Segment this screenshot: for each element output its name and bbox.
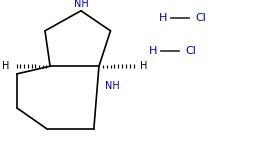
Text: H: H bbox=[140, 61, 148, 71]
Text: Cl: Cl bbox=[195, 14, 206, 23]
Text: NH: NH bbox=[105, 81, 120, 91]
Text: Cl: Cl bbox=[185, 46, 196, 56]
Text: H: H bbox=[159, 14, 167, 23]
Text: H: H bbox=[149, 46, 157, 56]
Text: H: H bbox=[2, 61, 9, 71]
Text: NH: NH bbox=[74, 0, 88, 9]
